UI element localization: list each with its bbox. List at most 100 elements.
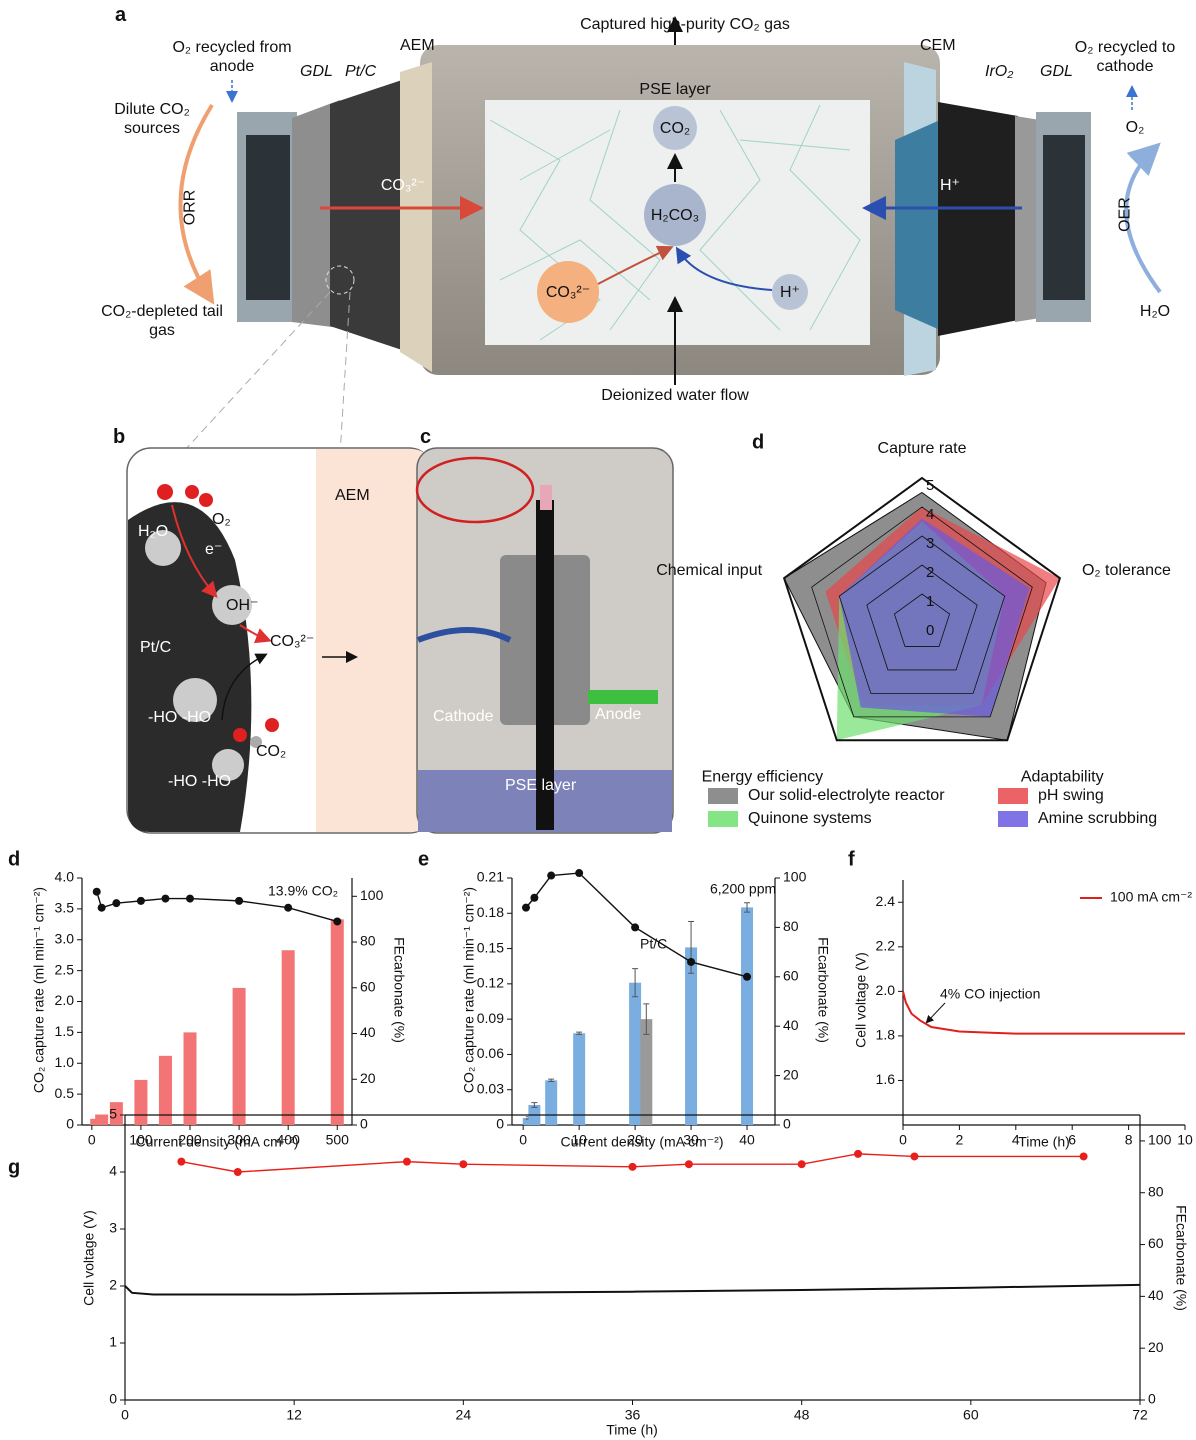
y2-tick-label: 20 xyxy=(360,1070,376,1086)
x-tick-label: 200 xyxy=(178,1132,202,1148)
error-bar xyxy=(744,902,751,913)
bar xyxy=(183,1032,197,1125)
y-tick-label: 3 xyxy=(109,1220,117,1236)
point xyxy=(684,1160,693,1169)
oer-arrow xyxy=(1124,142,1162,294)
label: O₂ xyxy=(212,511,231,528)
panel-label: e xyxy=(418,848,429,870)
x-tick-label: 10 xyxy=(571,1132,587,1148)
panel-label: a xyxy=(115,4,127,26)
point xyxy=(547,871,556,880)
bar xyxy=(158,1055,172,1125)
r-tick-label: 5 xyxy=(926,477,934,494)
y2-tick-label: 60 xyxy=(783,968,799,984)
x-tick-label: 500 xyxy=(326,1132,350,1148)
y-tick-label: 0.18 xyxy=(477,904,504,920)
y-tick-label: 2.2 xyxy=(876,938,896,954)
grid-ring xyxy=(893,593,951,647)
gdl-layer xyxy=(292,100,340,328)
point xyxy=(854,1149,863,1158)
x-tick-label: 48 xyxy=(794,1407,810,1423)
y-tick-label: 0 xyxy=(109,1391,117,1407)
y2-tick-label: 100 xyxy=(1148,1132,1172,1148)
axis-category-label: Capture rate xyxy=(878,440,967,457)
y2-tick-label: 80 xyxy=(1148,1183,1164,1199)
grid-ring xyxy=(866,564,978,671)
point xyxy=(186,894,194,903)
x-tick-label: 36 xyxy=(625,1407,641,1423)
label: ORR xyxy=(181,189,199,226)
label: H₂CO₃ xyxy=(650,207,700,224)
y-tick-label: 1 xyxy=(109,1334,117,1350)
r-tick-label: 2 xyxy=(926,564,934,581)
zoom-line xyxy=(184,291,331,451)
x-tick-label: 300 xyxy=(227,1132,251,1148)
point xyxy=(402,1157,411,1166)
point xyxy=(687,957,696,966)
bar xyxy=(640,1019,653,1125)
axis-category-label: Energy efficiency xyxy=(702,768,824,785)
point xyxy=(92,887,101,896)
arrow xyxy=(239,624,272,644)
y2-tick-label: 60 xyxy=(1148,1235,1164,1251)
y-tick-label: 0.15 xyxy=(477,939,504,955)
panel-label: f xyxy=(848,848,855,870)
y-tick-label: 4.0 xyxy=(55,869,75,885)
y-axis-label: CO₂ capture rate (ml min⁻¹ cm⁻²) xyxy=(31,887,47,1093)
annotation: 13.9% CO₂ xyxy=(268,883,338,899)
y-tick-label: 3.5 xyxy=(55,900,75,916)
x-tick-label: 4 xyxy=(1012,1132,1020,1148)
panel-label: g xyxy=(8,1156,20,1178)
wire xyxy=(588,690,658,704)
y-tick-label: 0.09 xyxy=(477,1010,504,1026)
legend-swatch xyxy=(998,811,1028,827)
sphere xyxy=(173,678,217,722)
orr-arrow xyxy=(178,103,215,305)
polymer-texture xyxy=(489,104,861,341)
point xyxy=(284,903,293,912)
label: OH⁻ xyxy=(226,597,259,614)
x-tick-label: 30 xyxy=(683,1132,699,1148)
y2-tick-label: 20 xyxy=(1148,1339,1164,1355)
grid-ring xyxy=(782,476,1062,742)
legend-label: 100 mA cm⁻² xyxy=(1110,889,1192,905)
x-axis-label: Current density (mA cm⁻²) xyxy=(561,1134,724,1150)
label: H₂O xyxy=(138,523,169,540)
sphere xyxy=(212,585,252,625)
tube xyxy=(540,485,552,510)
y-tick-label: 1.8 xyxy=(876,1027,896,1043)
label: O₂ recycled from anode xyxy=(172,39,292,75)
bar xyxy=(685,947,698,1125)
point xyxy=(910,1152,919,1161)
panel-label: c xyxy=(420,426,432,448)
ptc-particle xyxy=(128,502,252,832)
y-tick-label: 2 xyxy=(109,1277,117,1293)
wire xyxy=(416,627,512,643)
y2-tick-label: 0 xyxy=(360,1116,368,1132)
y-tick-label: 2.5 xyxy=(55,961,75,977)
label: Anode xyxy=(595,706,642,723)
point xyxy=(530,893,539,902)
label: PSE layer xyxy=(505,777,577,794)
label: CO₃²⁻ xyxy=(380,177,426,194)
point xyxy=(233,1168,242,1176)
x-tick-label: 0 xyxy=(519,1132,527,1148)
end-plate-inner xyxy=(1043,135,1085,300)
y2-tick-label: 20 xyxy=(783,1066,799,1082)
bar xyxy=(629,982,642,1125)
y2-tick-label: 0 xyxy=(1148,1391,1156,1407)
y-tick-label: 0.06 xyxy=(477,1045,504,1061)
label: CO₃²⁻ xyxy=(270,633,315,650)
atom xyxy=(265,718,279,732)
point xyxy=(459,1160,468,1169)
error-bar xyxy=(643,1003,650,1035)
label: H⁺ xyxy=(780,284,800,301)
bar xyxy=(545,1080,558,1125)
label: Dilute CO₂ sources xyxy=(114,101,190,137)
label: O₂ xyxy=(1125,119,1145,136)
legend-swatch xyxy=(708,811,738,827)
bar xyxy=(232,987,246,1125)
r-tick-label: 1 xyxy=(926,593,934,610)
label: e⁻ xyxy=(205,541,223,558)
label: OER xyxy=(1116,197,1134,232)
